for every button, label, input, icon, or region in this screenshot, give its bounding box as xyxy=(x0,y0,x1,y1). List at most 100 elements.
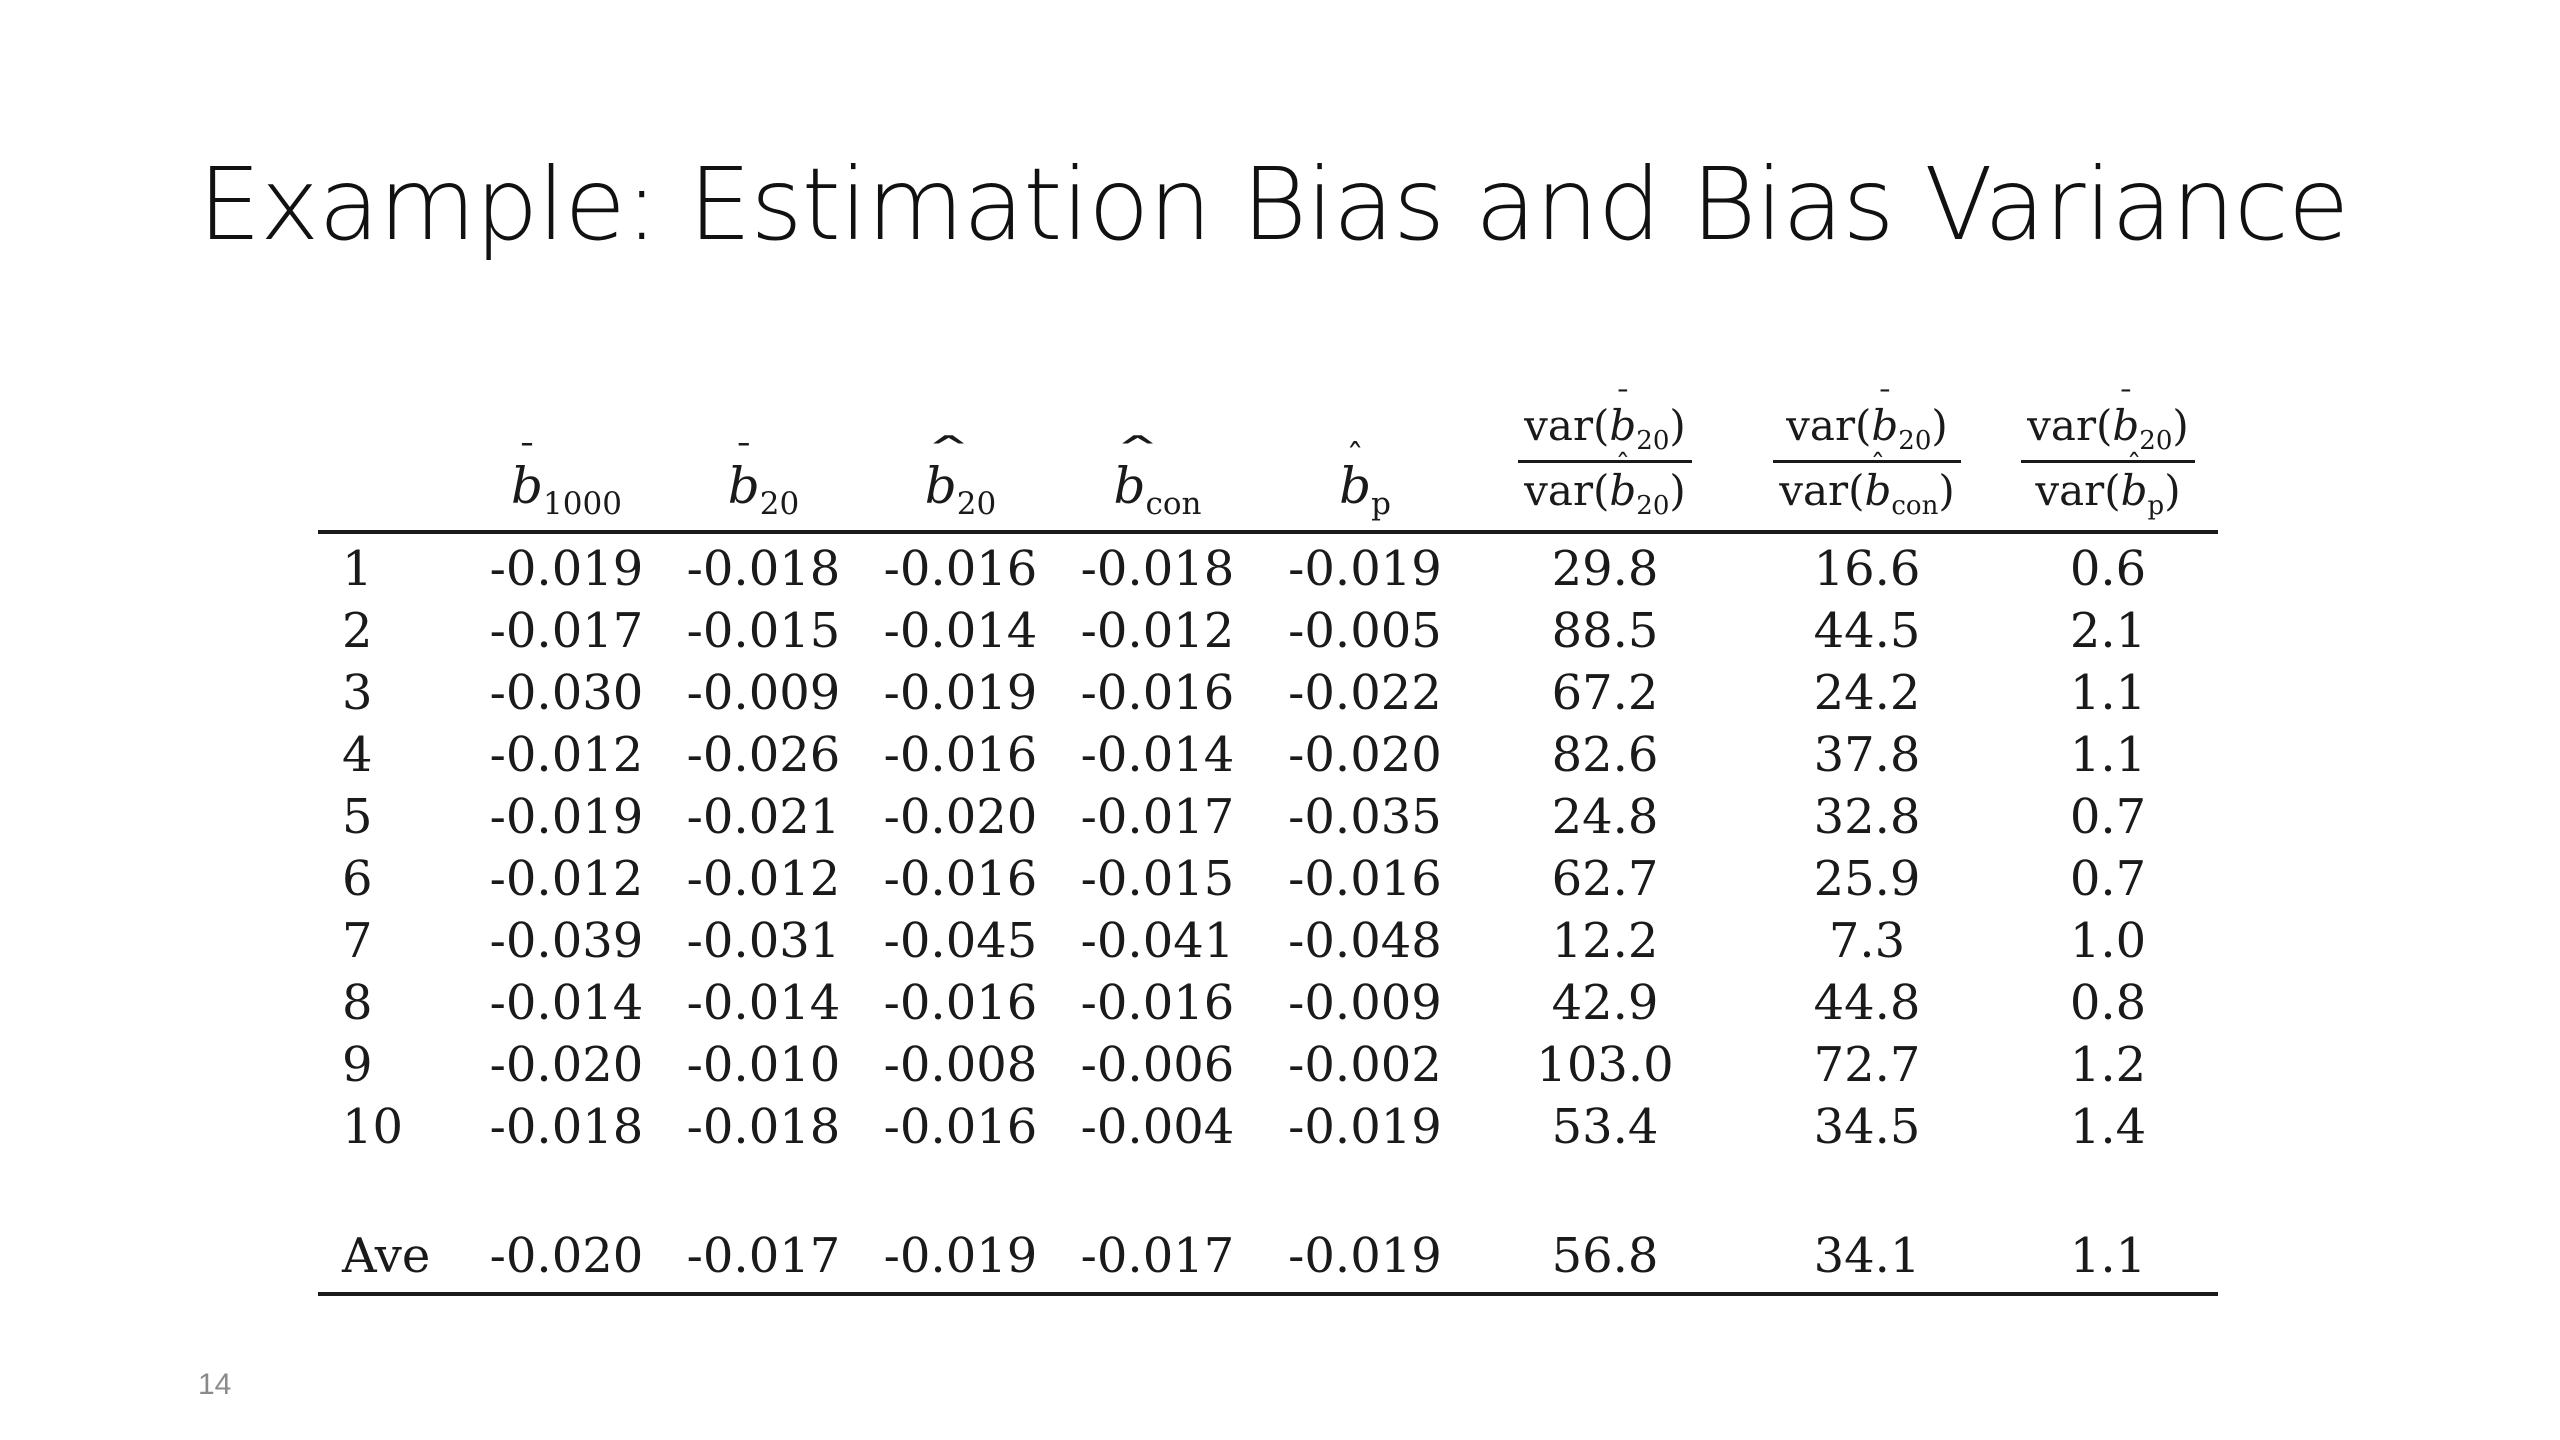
table-cell: -0.017 xyxy=(1080,1228,1235,1285)
table-cell: -0.026 xyxy=(686,727,841,784)
table-cell: 44.8 xyxy=(1813,975,1921,1032)
table-cell: -0.012 xyxy=(489,851,644,908)
row-label: 8 xyxy=(342,975,373,1032)
results-table: b ¯ 1000 b ¯ 20 b ˆ 20 b ˆ con b ˆ p var(b ¯ 20) var(b ˆ 20)… xyxy=(318,386,2218,1296)
table-cell: -0.016 xyxy=(883,851,1038,908)
spacer-row xyxy=(318,1158,2218,1220)
table-cell: -0.012 xyxy=(1080,603,1235,660)
table-cell: 24.8 xyxy=(1551,789,1659,846)
table-row: 8 -0.014 -0.014 -0.016 -0.016 -0.009 42.9 44.8 0… xyxy=(318,972,2218,1034)
table-cell: -0.019 xyxy=(1288,1099,1442,1156)
table-cell: 1.0 xyxy=(2069,913,2147,970)
table-header-row: b ¯ 1000 b ¯ 20 b ˆ 20 b ˆ con b ˆ p var(b ¯ 20) var(b ˆ 20)… xyxy=(318,386,2218,533)
row-label: 10 xyxy=(342,1099,404,1156)
table-cell: 72.7 xyxy=(1813,1037,1921,1094)
table-cell: 34.5 xyxy=(1813,1099,1921,1156)
row-label: Ave xyxy=(342,1228,431,1285)
table-cell: -0.020 xyxy=(883,789,1038,846)
table-cell: 0.7 xyxy=(2069,789,2147,846)
table-cell: -0.006 xyxy=(1080,1037,1235,1094)
table-cell: 1.1 xyxy=(2069,727,2147,784)
page-number: 14 xyxy=(198,1368,232,1401)
variance-ratio-header: var(b ¯ 20) var(b ˆ con) xyxy=(1773,386,1961,522)
column-header-2: b ¯ 20 xyxy=(727,437,800,523)
table-cell: -0.030 xyxy=(489,665,644,722)
column-header-8: var(b ¯ 20) var(b ˆ p) xyxy=(1998,386,2218,532)
table-cell: -0.017 xyxy=(686,1228,841,1285)
column-header-1: b ¯ 1000 xyxy=(511,437,622,523)
table-cell: -0.018 xyxy=(686,541,841,598)
table-row: 10 -0.018 -0.018 -0.016 -0.004 -0.019 53.4 34.5… xyxy=(318,1096,2218,1158)
table-cell: -0.019 xyxy=(489,789,644,846)
table-row: 3 -0.030 -0.009 -0.019 -0.016 -0.022 67.2 24.2 1… xyxy=(318,662,2218,724)
table-cell: -0.004 xyxy=(1080,1099,1235,1156)
table-cell: 37.8 xyxy=(1813,727,1921,784)
column-header-4: b ˆ con xyxy=(1112,428,1202,523)
table-cell: -0.009 xyxy=(1288,975,1442,1032)
table-cell: -0.016 xyxy=(1080,665,1235,722)
table-cell: 1.1 xyxy=(2069,1228,2147,1285)
column-header-3: b ˆ 20 xyxy=(923,428,997,523)
table-cell: 53.4 xyxy=(1551,1099,1659,1156)
table-cell: -0.031 xyxy=(686,913,841,970)
table-row: 9 -0.020 -0.010 -0.008 -0.006 -0.002 103.0 72.7… xyxy=(318,1034,2218,1096)
table-cell: -0.014 xyxy=(1080,727,1235,784)
table-cell: -0.016 xyxy=(883,727,1038,784)
table-cell: -0.002 xyxy=(1288,1037,1442,1094)
results-table-container: b ¯ 1000 b ¯ 20 b ˆ 20 b ˆ con b ˆ p var(b ¯ 20) var(b ˆ 20)… xyxy=(318,386,2218,1296)
table-cell: 34.1 xyxy=(1813,1228,1921,1285)
table-cell: 88.5 xyxy=(1551,603,1659,660)
row-label: 2 xyxy=(342,603,373,660)
row-label: 7 xyxy=(342,913,373,970)
table-cell: 29.8 xyxy=(1551,541,1659,598)
table-cell: -0.020 xyxy=(489,1228,644,1285)
table-row: 4 -0.012 -0.026 -0.016 -0.014 -0.020 82.6 37.8 1… xyxy=(318,724,2218,786)
table-cell: 0.7 xyxy=(2069,851,2147,908)
table-row: 7 -0.039 -0.031 -0.045 -0.041 -0.048 12.2 7.3 1.… xyxy=(318,910,2218,972)
table-cell: -0.012 xyxy=(489,727,644,784)
table-cell: -0.017 xyxy=(489,603,644,660)
row-label-header xyxy=(318,400,468,532)
table-cell: 32.8 xyxy=(1813,789,1921,846)
table-cell: 12.2 xyxy=(1551,913,1659,970)
spacer-cell xyxy=(318,1158,2218,1220)
table-cell: -0.016 xyxy=(1080,975,1235,1032)
table-cell: 42.9 xyxy=(1551,975,1659,1032)
row-label: 6 xyxy=(342,851,373,908)
table-cell: -0.015 xyxy=(1080,851,1235,908)
table-cell: -0.020 xyxy=(1288,727,1442,784)
table-row: 2 -0.017 -0.015 -0.014 -0.012 -0.005 88.5 44.5 2… xyxy=(318,600,2218,662)
table-cell: -0.010 xyxy=(686,1037,841,1094)
row-label: 5 xyxy=(342,789,373,846)
variance-ratio-header: var(b ¯ 20) var(b ˆ p) xyxy=(2021,386,2195,522)
table-body: 1 -0.019 -0.018 -0.016 -0.018 -0.019 29.8 16.6 0… xyxy=(318,532,2218,1295)
table-cell: -0.017 xyxy=(1080,789,1235,846)
row-label: 3 xyxy=(342,665,373,722)
table-cell: -0.020 xyxy=(489,1037,644,1094)
table-row: 5 -0.019 -0.021 -0.020 -0.017 -0.035 24.8 32.8 0… xyxy=(318,786,2218,848)
table-cell: -0.009 xyxy=(686,665,841,722)
table-cell: 16.6 xyxy=(1813,541,1921,598)
row-label: 4 xyxy=(342,727,373,784)
table-row: 6 -0.012 -0.012 -0.016 -0.015 -0.016 62.7 25.9 0… xyxy=(318,848,2218,910)
table-cell: -0.014 xyxy=(489,975,644,1032)
table-cell: -0.019 xyxy=(883,1228,1038,1285)
table-cell: 25.9 xyxy=(1813,851,1921,908)
table-cell: -0.014 xyxy=(883,603,1038,660)
table-cell: -0.021 xyxy=(686,789,841,846)
table-cell: -0.016 xyxy=(883,1099,1038,1156)
table-cell: 7.3 xyxy=(1828,913,1906,970)
table-cell: -0.019 xyxy=(1288,1228,1442,1285)
table-cell: -0.018 xyxy=(686,1099,841,1156)
table-cell: 103.0 xyxy=(1536,1037,1674,1094)
table-cell: -0.022 xyxy=(1288,665,1442,722)
column-header-7: var(b ¯ 20) var(b ˆ con) xyxy=(1736,386,1998,532)
table-cell: -0.048 xyxy=(1288,913,1442,970)
table-cell: -0.018 xyxy=(1080,541,1235,598)
table-cell: -0.018 xyxy=(489,1099,644,1156)
row-label: 9 xyxy=(342,1037,373,1094)
table-cell: 1.1 xyxy=(2069,665,2147,722)
table-cell: -0.019 xyxy=(883,665,1038,722)
